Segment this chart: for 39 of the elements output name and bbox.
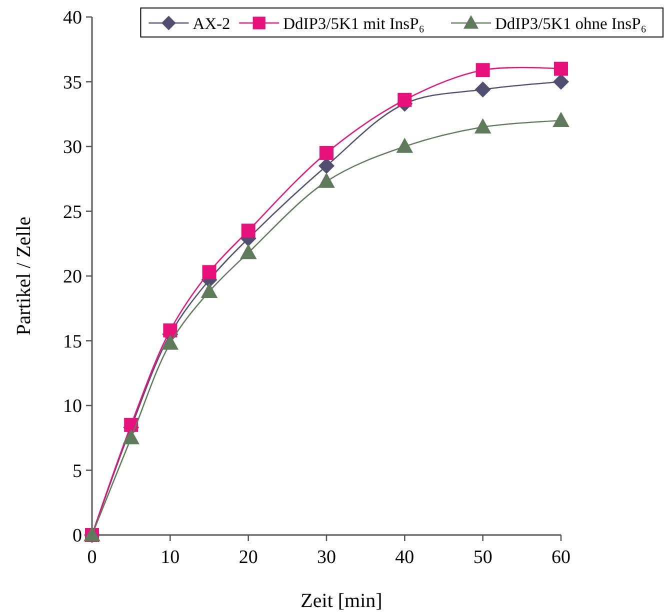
point — [163, 323, 178, 338]
point — [554, 62, 568, 76]
x-tick-label: 50 — [473, 547, 492, 568]
x-tick-label: 10 — [160, 547, 180, 568]
y-tick-label: 0 — [72, 526, 82, 547]
point — [320, 146, 334, 160]
legend-label: AX-2 — [192, 14, 230, 33]
y-tick-label: 35 — [63, 72, 82, 94]
y-tick-label: 15 — [63, 331, 82, 352]
point — [241, 224, 256, 238]
y-tick-label: 5 — [72, 460, 82, 482]
point — [553, 74, 569, 90]
y-tick-label: 10 — [63, 396, 82, 418]
x-axis-title: Zeit [min] — [300, 590, 382, 612]
point — [202, 265, 216, 280]
legend-label: DdIP3/5K1 ohne InsP₆ — [495, 14, 647, 33]
point — [318, 172, 335, 188]
x-tick-label: 20 — [238, 547, 258, 568]
point — [162, 334, 179, 350]
x-tick-label: 40 — [395, 547, 414, 568]
y-tick-label: 40 — [63, 8, 82, 29]
point — [476, 63, 490, 78]
y-tick-label: 30 — [63, 137, 82, 158]
point — [552, 112, 570, 127]
y-tick-label: 25 — [63, 202, 82, 223]
x-tick-label: 0 — [87, 547, 97, 568]
y-axis-title: Partikel / Zelle — [13, 216, 35, 336]
point — [200, 282, 218, 298]
point — [474, 82, 491, 98]
point — [396, 138, 414, 153]
x-tick-label: 60 — [552, 547, 570, 568]
point — [240, 244, 257, 260]
point — [398, 92, 412, 107]
point — [318, 158, 334, 174]
legend-label: DdIP3/5K1 mit InsP₆ — [283, 14, 425, 33]
point — [122, 429, 140, 444]
y-tick-label: 20 — [63, 266, 82, 288]
point — [474, 118, 492, 134]
x-tick-label: 30 — [317, 547, 336, 568]
